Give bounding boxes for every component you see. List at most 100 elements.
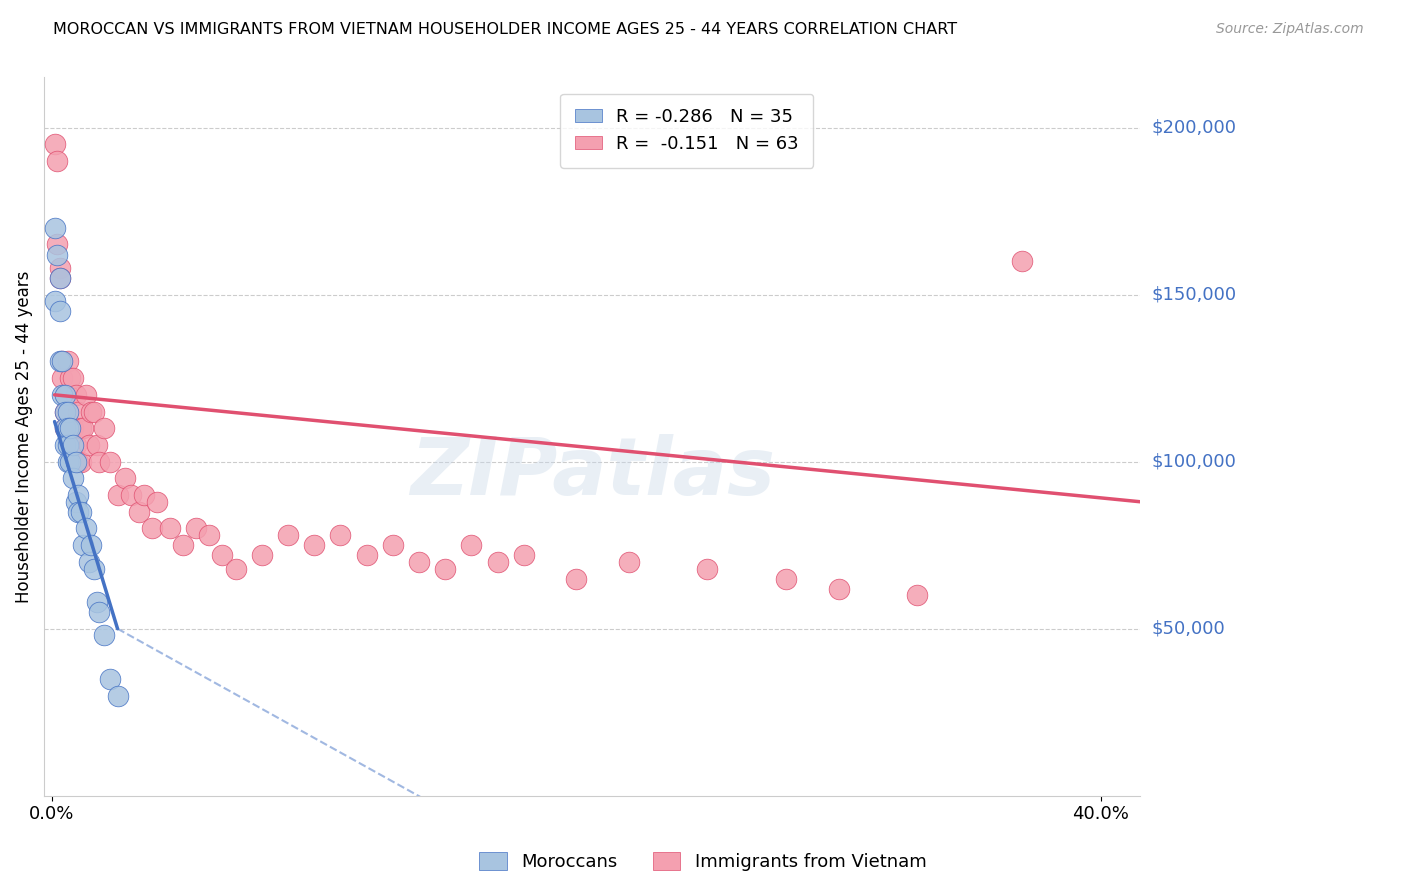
Point bbox=[93, 421, 115, 435]
Point bbox=[59, 455, 82, 469]
Point bbox=[46, 247, 69, 261]
Point bbox=[775, 572, 797, 586]
Point bbox=[329, 528, 352, 542]
Point bbox=[62, 438, 84, 452]
Point bbox=[53, 388, 76, 402]
Point bbox=[98, 672, 121, 686]
Point bbox=[114, 471, 136, 485]
Point bbox=[381, 538, 404, 552]
Point bbox=[77, 438, 100, 452]
Point bbox=[225, 561, 247, 575]
Point bbox=[72, 538, 94, 552]
Point bbox=[408, 555, 430, 569]
Point bbox=[277, 528, 299, 542]
Point bbox=[617, 555, 640, 569]
Point bbox=[53, 404, 76, 418]
Point bbox=[59, 421, 82, 435]
Point bbox=[56, 438, 79, 452]
Point bbox=[86, 438, 108, 452]
Point bbox=[172, 538, 194, 552]
Point bbox=[120, 488, 142, 502]
Point bbox=[159, 521, 181, 535]
Point bbox=[59, 421, 82, 435]
Point bbox=[51, 388, 73, 402]
Point bbox=[72, 421, 94, 435]
Point bbox=[77, 555, 100, 569]
Point bbox=[211, 548, 233, 562]
Point bbox=[53, 404, 76, 418]
Point bbox=[80, 538, 103, 552]
Point bbox=[56, 354, 79, 368]
Point bbox=[49, 271, 72, 285]
Point bbox=[65, 494, 87, 508]
Point bbox=[107, 488, 129, 502]
Point bbox=[75, 388, 97, 402]
Point bbox=[51, 354, 73, 368]
Point bbox=[53, 438, 76, 452]
Point bbox=[65, 388, 87, 402]
Point bbox=[69, 421, 91, 435]
Point bbox=[44, 220, 66, 235]
Point bbox=[51, 354, 73, 368]
Point bbox=[67, 505, 90, 519]
Point bbox=[53, 388, 76, 402]
Point bbox=[69, 505, 91, 519]
Point bbox=[69, 455, 91, 469]
Point bbox=[53, 421, 76, 435]
Point bbox=[146, 494, 169, 508]
Point bbox=[49, 271, 72, 285]
Text: $150,000: $150,000 bbox=[1152, 285, 1236, 303]
Point bbox=[49, 354, 72, 368]
Point bbox=[56, 388, 79, 402]
Point bbox=[132, 488, 155, 502]
Point bbox=[905, 588, 928, 602]
Point bbox=[302, 538, 325, 552]
Point bbox=[65, 438, 87, 452]
Point bbox=[62, 371, 84, 385]
Point bbox=[141, 521, 163, 535]
Point bbox=[565, 572, 588, 586]
Point bbox=[80, 404, 103, 418]
Point bbox=[46, 153, 69, 168]
Point bbox=[44, 294, 66, 309]
Point bbox=[83, 561, 105, 575]
Point bbox=[56, 421, 79, 435]
Point bbox=[434, 561, 457, 575]
Point bbox=[186, 521, 208, 535]
Point bbox=[89, 455, 111, 469]
Point bbox=[67, 488, 90, 502]
Point bbox=[460, 538, 482, 552]
Point bbox=[98, 455, 121, 469]
Point bbox=[62, 421, 84, 435]
Point bbox=[86, 595, 108, 609]
Point bbox=[49, 260, 72, 275]
Point bbox=[513, 548, 536, 562]
Point bbox=[75, 521, 97, 535]
Point bbox=[356, 548, 378, 562]
Point bbox=[51, 371, 73, 385]
Point bbox=[65, 455, 87, 469]
Point bbox=[67, 455, 90, 469]
Point bbox=[59, 371, 82, 385]
Point bbox=[128, 505, 150, 519]
Y-axis label: Householder Income Ages 25 - 44 years: Householder Income Ages 25 - 44 years bbox=[15, 270, 32, 603]
Text: Source: ZipAtlas.com: Source: ZipAtlas.com bbox=[1216, 22, 1364, 37]
Legend: Moroccans, Immigrants from Vietnam: Moroccans, Immigrants from Vietnam bbox=[472, 845, 934, 879]
Point bbox=[83, 404, 105, 418]
Point bbox=[93, 628, 115, 642]
Point bbox=[46, 237, 69, 252]
Point bbox=[696, 561, 718, 575]
Point bbox=[44, 137, 66, 152]
Point bbox=[89, 605, 111, 619]
Point bbox=[53, 421, 76, 435]
Legend: R = -0.286   N = 35, R =  -0.151   N = 63: R = -0.286 N = 35, R = -0.151 N = 63 bbox=[560, 94, 813, 168]
Point bbox=[56, 421, 79, 435]
Text: $200,000: $200,000 bbox=[1152, 119, 1236, 136]
Text: MOROCCAN VS IMMIGRANTS FROM VIETNAM HOUSEHOLDER INCOME AGES 25 - 44 YEARS CORREL: MOROCCAN VS IMMIGRANTS FROM VIETNAM HOUS… bbox=[53, 22, 957, 37]
Point bbox=[56, 455, 79, 469]
Text: $50,000: $50,000 bbox=[1152, 620, 1225, 638]
Text: ZIPatlas: ZIPatlas bbox=[409, 434, 775, 511]
Point bbox=[1011, 254, 1033, 268]
Point bbox=[250, 548, 273, 562]
Point bbox=[486, 555, 509, 569]
